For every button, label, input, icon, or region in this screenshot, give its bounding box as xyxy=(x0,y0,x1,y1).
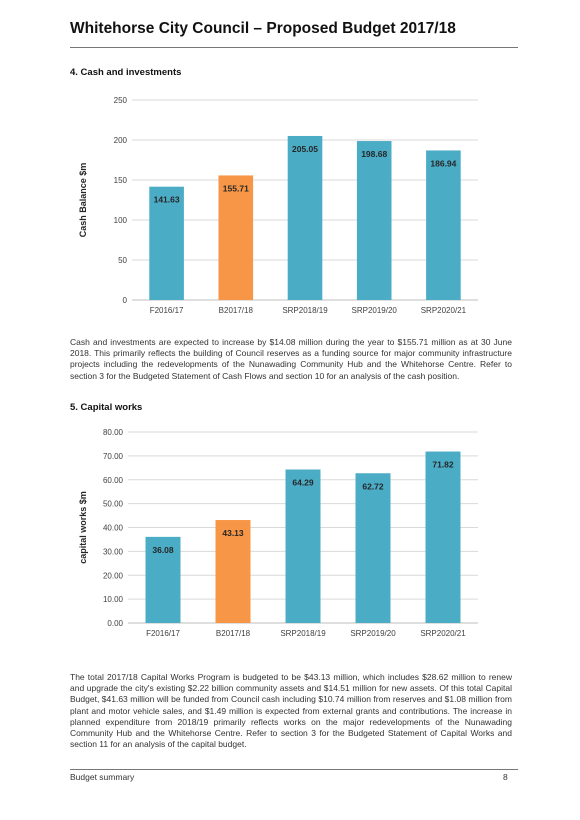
data-label: 141.63 xyxy=(154,195,180,205)
section-5-paragraph: The total 2017/18 Capital Works Program … xyxy=(70,672,512,750)
x-tick-label: SRP2020/21 xyxy=(420,629,466,638)
section-4-paragraph: Cash and investments are expected to inc… xyxy=(70,337,512,381)
x-tick-label: SRP2020/21 xyxy=(421,306,467,315)
y-tick-label: 150 xyxy=(114,176,128,185)
x-tick-label: B2017/18 xyxy=(219,306,254,315)
page-title: Whitehorse City Council – Proposed Budge… xyxy=(70,20,456,37)
page-number: 8 xyxy=(503,772,508,782)
data-label: 36.08 xyxy=(152,545,174,555)
y-axis-label: Cash Balance $m xyxy=(78,163,88,238)
y-tick-label: 50 xyxy=(118,256,127,265)
bar xyxy=(215,520,251,623)
x-tick-label: B2017/18 xyxy=(216,629,251,638)
y-tick-label: 40.00 xyxy=(103,524,124,533)
data-label: 43.13 xyxy=(222,528,244,538)
x-tick-label: SRP2018/19 xyxy=(282,306,328,315)
y-axis-label: capital works $m xyxy=(78,491,88,564)
y-tick-label: 10.00 xyxy=(103,595,124,604)
y-tick-label: 70.00 xyxy=(103,452,124,461)
bar xyxy=(145,536,181,623)
bar xyxy=(149,186,184,300)
footer-rule xyxy=(70,769,518,770)
y-tick-label: 80.00 xyxy=(103,428,124,437)
y-tick-label: 200 xyxy=(114,136,128,145)
bar xyxy=(426,150,461,300)
footer-label: Budget summary xyxy=(70,772,135,782)
y-tick-label: 20.00 xyxy=(103,571,124,580)
bar xyxy=(425,451,461,623)
data-label: 62.72 xyxy=(362,481,384,491)
x-tick-label: SRP2019/20 xyxy=(350,629,396,638)
x-tick-label: SRP2019/20 xyxy=(352,306,398,315)
bar xyxy=(285,469,321,623)
y-tick-label: 30.00 xyxy=(103,547,124,556)
bar xyxy=(355,473,391,623)
bar xyxy=(287,135,323,300)
data-label: 155.71 xyxy=(223,183,249,193)
cash-balance-chart: 0 50 100 150 200 250 141.63 F2016/17 155.71 B2017… xyxy=(78,96,478,315)
bar xyxy=(218,175,254,300)
x-tick-label: F2016/17 xyxy=(146,629,180,638)
section-4-heading: 4. Cash and investments xyxy=(70,67,182,78)
bar xyxy=(356,141,392,300)
y-tick-label: 100 xyxy=(114,216,128,225)
x-tick-label: SRP2018/19 xyxy=(280,629,326,638)
x-tick-label: F2016/17 xyxy=(150,306,184,315)
data-label: 198.68 xyxy=(361,149,387,159)
y-tick-label: 0.00 xyxy=(107,619,123,628)
capital-works-chart: 0.00 10.00 20.00 30.00 40.00 50.00 60.00 70.00 8… xyxy=(78,428,478,638)
y-tick-label: 60.00 xyxy=(103,476,124,485)
section-5-heading: 5. Capital works xyxy=(70,402,143,413)
y-tick-label: 0 xyxy=(123,296,128,305)
header-rule xyxy=(70,47,518,48)
data-label: 205.05 xyxy=(292,144,318,154)
y-tick-label: 50.00 xyxy=(103,500,124,509)
y-tick-label: 250 xyxy=(114,96,128,105)
data-label: 71.82 xyxy=(432,460,454,470)
data-label: 186.94 xyxy=(430,158,456,168)
data-label: 64.29 xyxy=(292,478,314,488)
